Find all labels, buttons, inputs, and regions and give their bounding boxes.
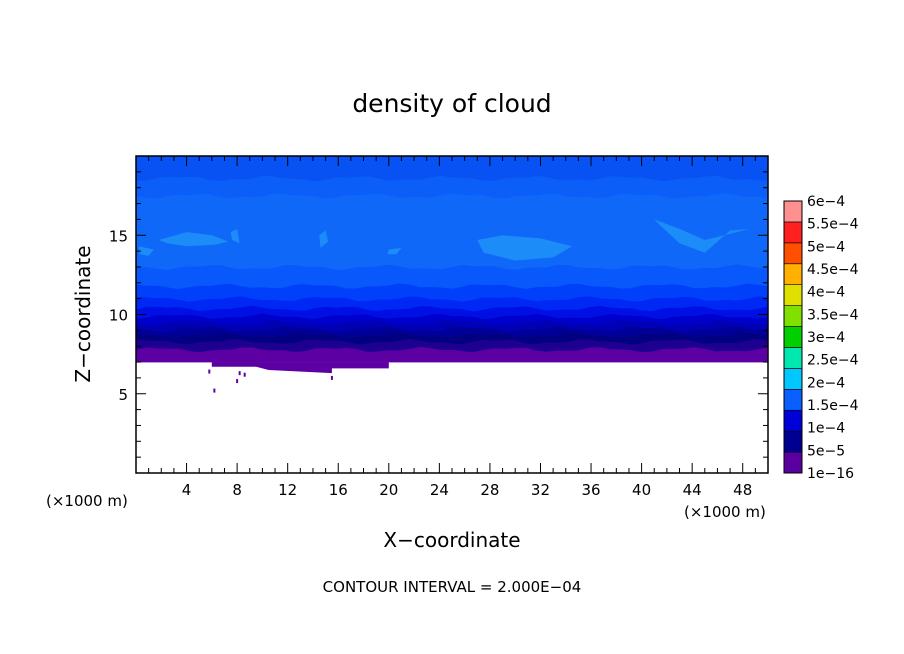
contour-fill xyxy=(135,155,769,393)
cloud-base-patch xyxy=(211,362,389,374)
x-tick-label: 20 xyxy=(379,481,398,499)
x-axis-label: X−coordinate xyxy=(383,528,520,552)
contour-interval-note: CONTOUR INTERVAL = 2.000E−04 xyxy=(323,578,582,596)
x-tick-label: 48 xyxy=(733,481,752,499)
y-tick-label: 15 xyxy=(109,227,128,245)
contour-patch xyxy=(230,228,240,244)
colorbar: 1e−16 5e−5 1e−4 1.5e−4 2e−4 2.5e−4 3e−4 3.5e−4 4… xyxy=(783,194,859,482)
x-tick-label: 44 xyxy=(683,481,702,499)
colorbar-label: 1e−16 xyxy=(807,466,854,482)
x-unit-right: (×1000 m) xyxy=(684,503,766,521)
x-tick-label: 32 xyxy=(531,481,550,499)
x-axis-ticks: 4 8 12 16 20 24 28 32 36 40 44 48 xyxy=(148,156,756,499)
colorbar-swatch xyxy=(783,263,803,285)
cloud-speck xyxy=(213,388,216,393)
contour-patch xyxy=(319,230,329,248)
y-axis-ticks: 5 10 15 xyxy=(109,171,768,458)
x-tick-label: 36 xyxy=(581,481,600,499)
x-tick-label: 24 xyxy=(430,481,449,499)
colorbar-swatch xyxy=(783,430,803,453)
colorbar-swatch xyxy=(783,305,803,327)
y-axis-label: Z−coordinate xyxy=(71,245,95,382)
x-tick-label: 12 xyxy=(278,481,297,499)
y-tick-label: 10 xyxy=(109,307,128,325)
contour-patch xyxy=(654,219,749,253)
colorbar-frame xyxy=(783,200,803,474)
colorbar-swatch xyxy=(783,389,803,411)
colorbar-label: 6e−4 xyxy=(807,194,845,210)
cloud-speck xyxy=(330,375,333,380)
colorbar-label: 1e−4 xyxy=(807,421,845,437)
colorbar-label: 1.5e−4 xyxy=(807,398,859,414)
colorbar-swatch xyxy=(783,368,803,390)
colorbar-swatch xyxy=(783,221,803,244)
y-tick-label: 5 xyxy=(118,386,128,404)
x-tick-label: 40 xyxy=(632,481,651,499)
x-unit-left: (×1000 m) xyxy=(46,492,128,510)
colorbar-label: 3.5e−4 xyxy=(807,307,859,323)
colorbar-label: 2.5e−4 xyxy=(807,353,859,369)
colorbar-label: 5e−5 xyxy=(807,443,845,459)
contour-patch xyxy=(138,246,154,256)
cloud-speck xyxy=(243,372,246,377)
x-tick-label: 8 xyxy=(232,481,242,499)
x-tick-label: 4 xyxy=(182,481,192,499)
colorbar-label: 3e−4 xyxy=(807,330,845,346)
colorbar-swatch xyxy=(783,451,803,474)
x-tick-label: 16 xyxy=(329,481,348,499)
colorbar-label: 2e−4 xyxy=(807,375,845,391)
colorbar-label: 4e−4 xyxy=(807,285,845,301)
contour-patch xyxy=(477,235,573,261)
colorbar-swatch xyxy=(783,326,803,348)
colorbar-label: 5.5e−4 xyxy=(807,217,859,233)
colorbar-swatch xyxy=(783,284,803,306)
colorbar-swatch xyxy=(783,409,803,432)
x-tick-label: 28 xyxy=(480,481,499,499)
cloud-speck xyxy=(208,369,211,374)
colorbar-swatch xyxy=(783,347,803,369)
cloud-speck xyxy=(238,371,241,376)
chart-title: density of cloud xyxy=(352,89,551,118)
colorbar-label: 5e−4 xyxy=(807,239,845,255)
colorbar-label: 4.5e−4 xyxy=(807,262,859,278)
contour-patch xyxy=(387,247,402,255)
colorbar-swatch xyxy=(783,242,803,265)
cloud-speck xyxy=(236,379,239,384)
colorbar-swatch xyxy=(783,200,803,223)
contour-patch xyxy=(158,232,229,247)
